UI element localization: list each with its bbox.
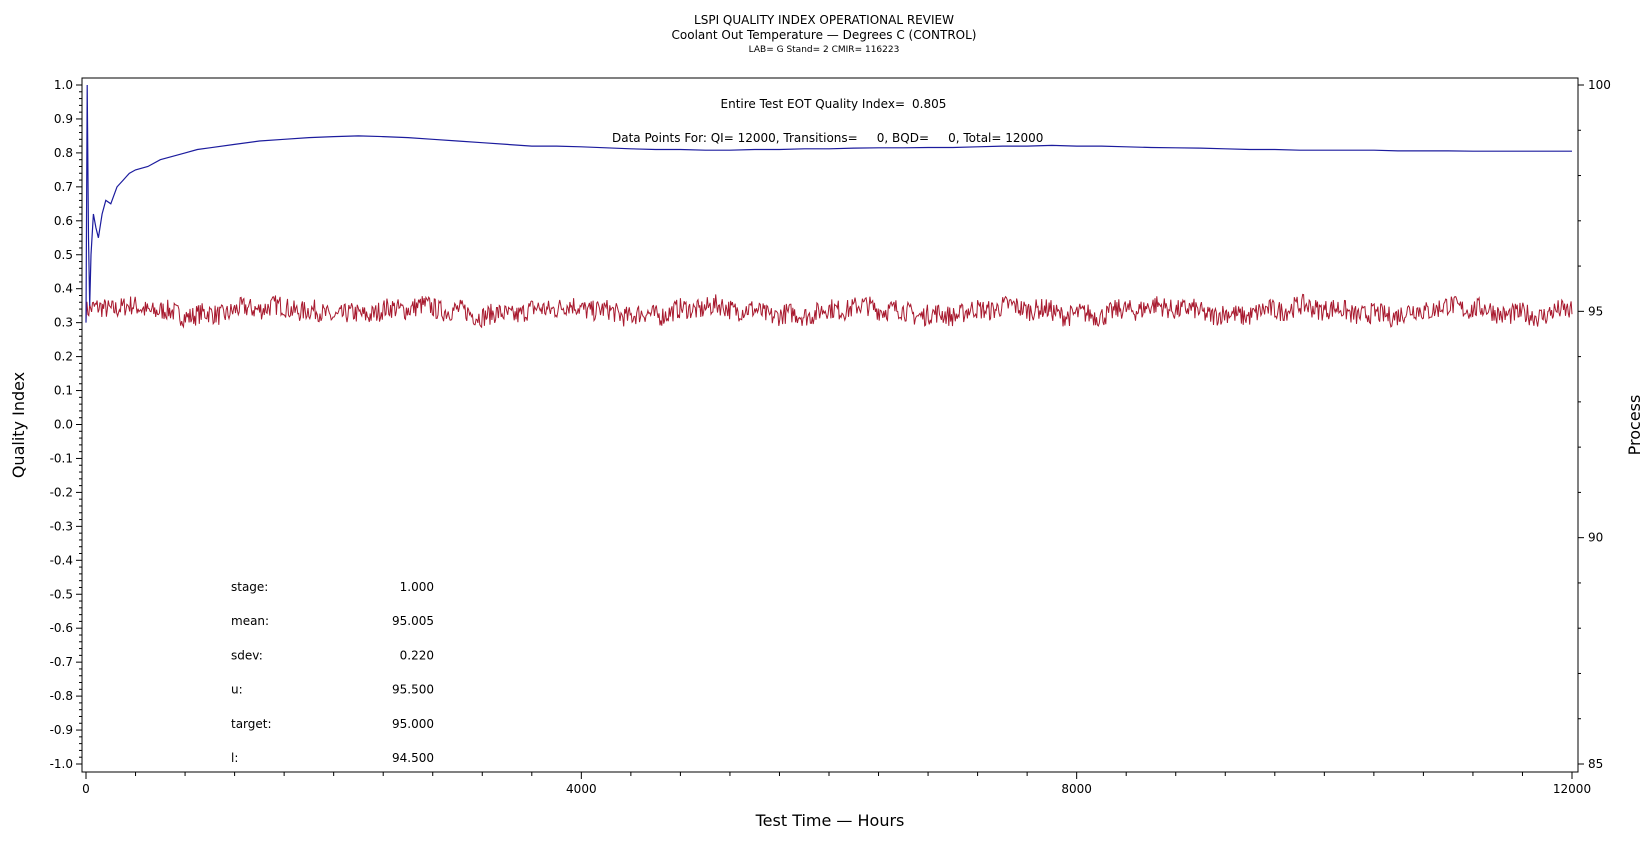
chart-title: LSPI QUALITY INDEX OPERATIONAL REVIEW [694,13,954,27]
data-points-info: Data Points For: QI= 12000, Transitions=… [612,131,1043,145]
y-right-tick-label: 95 [1588,304,1603,318]
x-tick-label: 0 [82,782,90,796]
y-left-tick-label: 0.4 [54,282,73,296]
stats-block: stage: 1.000 mean: 95.005 sdev: 0.220 u: 95.500… [231,580,434,765]
process-series-line [85,293,1573,329]
x-axis-label: Test Time — Hours [755,811,905,830]
x-axis: 0 4000 8000 12000 [82,772,1591,796]
stat-label: l: [231,751,238,765]
y-left-tick-label: -0.1 [50,451,73,465]
eot-quality-value: 0.805 [912,97,946,111]
stat-label: sdev: [231,648,263,662]
stat-value: 1.000 [400,580,434,594]
y-left-axis-label: Quality Index [9,372,28,478]
y-left-tick-label: 0.6 [54,214,73,228]
y-left-tick-label: -0.3 [50,519,73,533]
stat-value: 95.000 [392,717,434,731]
stat-value: 94.500 [392,751,434,765]
x-tick-label: 12000 [1553,782,1591,796]
y-left-tick-label: 0.0 [54,418,73,432]
stat-value: 0.220 [400,648,434,662]
y-left-tick-label: -0.6 [50,621,73,635]
y-left-tick-label: 0.2 [54,350,73,364]
chart-subtitle: Coolant Out Temperature — Degrees C (CON… [672,28,977,42]
stat-label: mean: [231,614,269,628]
y-left-tick-label: -0.5 [50,587,73,601]
y-left-tick-label: -0.2 [50,485,73,499]
quality-index-series-line [85,84,1572,323]
y-left-axis: 1.0 0.9 0.8 0.7 0.6 0.5 0.4 0.3 0.2 0.1 0.0 -0.1 -0.… [50,78,82,771]
x-tick-label: 4000 [566,782,597,796]
chart-subtitle-lab: LAB= G Stand= 2 CMIR= 116223 [749,45,900,55]
stat-value: 95.005 [392,614,434,628]
y-left-tick-label: 0.8 [54,146,73,160]
stat-value: 95.500 [392,683,434,697]
y-right-tick-label: 85 [1588,757,1603,771]
stat-label: stage: [231,580,268,594]
y-left-tick-label: -0.8 [50,689,73,703]
series-group [85,84,1573,329]
y-left-tick-label: -0.9 [50,723,73,737]
y-right-axis: 100 95 90 85 [1578,78,1611,771]
y-left-tick-label: 0.9 [54,112,73,126]
y-right-tick-label: 100 [1588,78,1611,92]
y-left-tick-label: 0.3 [54,316,73,330]
y-left-tick-label: 1.0 [54,78,73,92]
y-right-tick-label: 90 [1588,531,1603,545]
stat-label: target: [231,717,272,731]
y-right-axis-label: Process [1625,395,1644,456]
stat-label: u: [231,683,243,697]
y-left-tick-label: 0.1 [54,384,73,398]
eot-quality-label: Entire Test EOT Quality Index= [721,97,906,111]
x-tick-label: 8000 [1061,782,1092,796]
y-left-tick-label: -0.4 [50,553,73,567]
y-left-tick-label: 0.7 [54,180,73,194]
plot-frame [81,77,1579,773]
y-left-tick-label: -0.7 [50,655,73,669]
y-left-tick-label: 0.5 [54,248,73,262]
y-left-tick-label: -1.0 [50,757,73,771]
